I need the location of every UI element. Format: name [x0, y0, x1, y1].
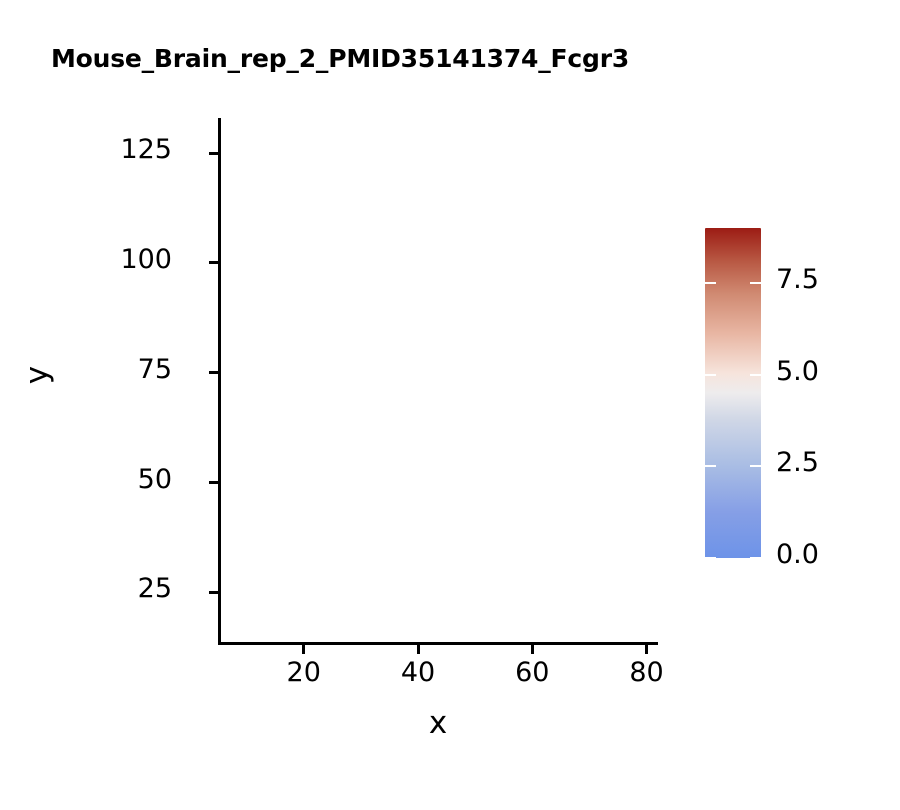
colorbar-tick-mark: [750, 282, 761, 284]
colorbar-tick-mark: [750, 465, 761, 468]
x-tick-mark: [530, 645, 534, 654]
colorbar-tick-mark: [705, 373, 716, 376]
colorbar-tick-label: 2.5: [776, 447, 819, 479]
colorbar-tick-mark: [750, 373, 761, 376]
x-tick-label: 40: [400, 657, 436, 688]
y-tick-label: 100: [120, 243, 172, 275]
y-tick-label: 50: [137, 463, 172, 495]
x-tick-label: 80: [629, 657, 664, 688]
colorbar-tick-label: 7.5: [776, 264, 819, 295]
y-tick-label: 125: [120, 134, 172, 166]
colorbar[interactable]: [705, 228, 761, 559]
y-tick-label: 25: [137, 573, 172, 605]
x-tick-label: 60: [515, 657, 550, 688]
y-axis-label: y: [19, 365, 55, 385]
colorbar-tick-mark: [705, 282, 716, 284]
y-tick-mark: [209, 590, 218, 594]
page-title: Mouse_Brain_rep_2_PMID35141374_Fcgr3: [50, 44, 630, 73]
y-tick-label: 75: [137, 353, 172, 385]
colorbar-tick-mark: [705, 465, 716, 468]
plot-axes[interactable]: [218, 118, 658, 645]
x-tick-mark: [416, 645, 420, 654]
y-tick-mark: [209, 481, 218, 484]
y-tick-mark: [209, 261, 218, 265]
axes-spines: [218, 118, 658, 645]
colorbar-tick-label: 0.0: [776, 539, 819, 570]
colorbar-tick-mark: [705, 557, 716, 559]
y-tick-mark: [209, 151, 218, 155]
x-axis-label: x: [428, 705, 448, 741]
x-tick-label: 20: [286, 657, 321, 688]
colorbar-tick-label: 5.0: [776, 355, 819, 387]
colorbar-gradient: [705, 228, 761, 558]
colorbar-tick-mark: [750, 557, 761, 559]
x-tick-mark: [645, 645, 649, 654]
x-tick-mark: [302, 645, 306, 654]
y-tick-mark: [209, 371, 218, 375]
